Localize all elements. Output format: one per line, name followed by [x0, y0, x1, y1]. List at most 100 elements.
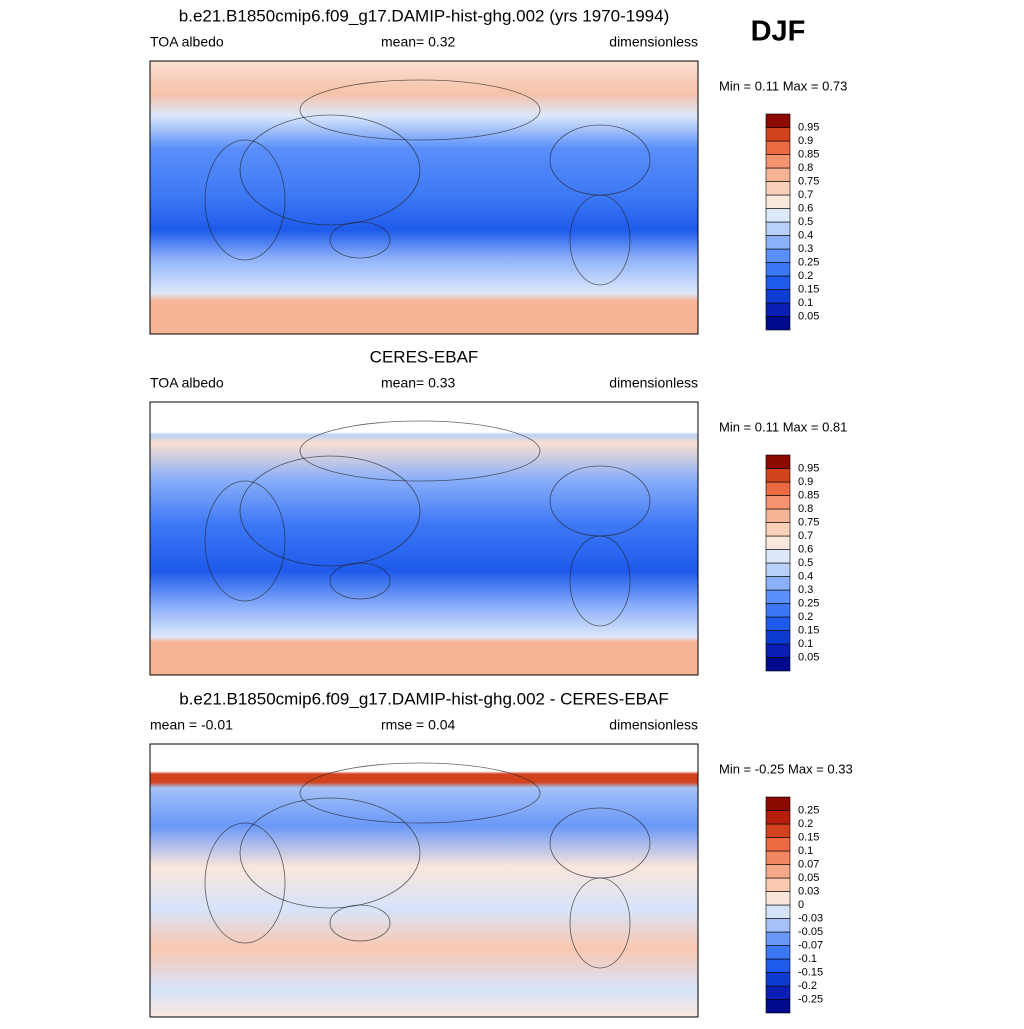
center-label: rmse = 0.04 [381, 717, 456, 733]
colorbar-box [765, 140, 791, 155]
colorbar-box [765, 931, 791, 946]
colorbar-label: -0.2 [798, 980, 817, 992]
colorbar-box [765, 113, 791, 128]
colorbar-box [765, 796, 791, 811]
colorbar-box [765, 154, 791, 169]
colorbar-box [765, 275, 791, 290]
colorbar-box [765, 891, 791, 906]
colorbar-box [765, 972, 791, 987]
colorbar-label: 0.9 [798, 135, 813, 147]
land-outline [299, 79, 541, 141]
map [149, 401, 699, 676]
colorbar-box [765, 181, 791, 196]
colorbar-box [765, 603, 791, 618]
land-outline [239, 797, 421, 909]
colorbar-box [765, 468, 791, 483]
colorbar-box [765, 823, 791, 838]
panel-title: b.e21.B1850cmip6.f09_g17.DAMIP-hist-ghg.… [179, 6, 669, 25]
land-outline [204, 822, 286, 944]
colorbar-box [765, 562, 791, 577]
colorbar-box [765, 262, 791, 277]
colorbar-box [765, 576, 791, 591]
colorbar-label: 0.7 [798, 189, 813, 201]
land-outline [204, 480, 286, 602]
colorbar-label: 0.3 [798, 243, 813, 255]
colorbar-label: 0.5 [798, 216, 813, 228]
center-label: mean= 0.33 [381, 375, 456, 391]
colorbar-label: 0.1 [798, 297, 813, 309]
colorbar-label: 0.2 [798, 611, 813, 623]
colorbar-label: 0.25 [798, 256, 819, 268]
land-outline [299, 762, 541, 824]
colorbar-label: 0.75 [798, 175, 819, 187]
colorbar-label: 0.1 [798, 845, 813, 857]
colorbar-label: 0 [798, 899, 804, 911]
colorbar-box [765, 508, 791, 523]
colorbar-box [765, 481, 791, 496]
right-label: dimensionless [609, 34, 698, 50]
colorbar-label: 0.05 [798, 872, 819, 884]
right-label: dimensionless [609, 375, 698, 391]
colorbar-box [765, 248, 791, 263]
colorbar-box [765, 864, 791, 879]
colorbar-box [765, 643, 791, 658]
min-max: Min = 0.11 Max = 0.81 [719, 419, 847, 434]
colorbar-box [765, 999, 791, 1014]
colorbar-box [765, 208, 791, 223]
land-outline [329, 221, 391, 259]
colorbar-box [765, 302, 791, 317]
colorbar-label: 0.25 [798, 804, 819, 816]
center-label: mean= 0.32 [381, 34, 456, 50]
colorbar-label: 0.7 [798, 530, 813, 542]
colorbar-label: 0.15 [798, 831, 819, 843]
colorbar-box [765, 127, 791, 142]
land-outline [569, 877, 631, 969]
colorbar-label: 0.25 [798, 597, 819, 609]
min-max: Min = 0.11 Max = 0.73 [719, 78, 847, 93]
colorbar-box [765, 194, 791, 209]
colorbar-label: 0.85 [798, 489, 819, 501]
land-outline [569, 194, 631, 286]
left-label: mean = -0.01 [150, 717, 233, 733]
colorbar-box [765, 616, 791, 631]
right-label: dimensionless [609, 717, 698, 733]
colorbar-label: 0.4 [798, 229, 813, 241]
colorbar-box [765, 221, 791, 236]
colorbar-label: -0.1 [798, 953, 817, 965]
colorbar-label: -0.25 [798, 993, 823, 1005]
colorbar-box [765, 850, 791, 865]
colorbar-box [765, 495, 791, 510]
colorbar-label: 0.85 [798, 148, 819, 160]
land-outline [329, 562, 391, 600]
colorbar-box [765, 549, 791, 564]
colorbar-label: -0.15 [798, 966, 823, 978]
colorbar-box [765, 167, 791, 182]
colorbar-box [765, 985, 791, 1000]
land-outline [204, 139, 286, 261]
colorbar-label: 0.95 [798, 121, 819, 133]
colorbar-box [765, 657, 791, 672]
colorbar-label: 0.6 [798, 543, 813, 555]
land-outline [239, 455, 421, 567]
colorbar-label: 0.75 [798, 516, 819, 528]
min-max: Min = -0.25 Max = 0.33 [719, 761, 853, 776]
colorbar-box [765, 945, 791, 960]
colorbar-box [765, 918, 791, 933]
colorbar-label: 0.5 [798, 557, 813, 569]
colorbar-label: 0.3 [798, 584, 813, 596]
colorbar-box [765, 454, 791, 469]
colorbar-box [765, 535, 791, 550]
colorbar-label: 0.05 [798, 310, 819, 322]
map [149, 60, 699, 335]
colorbar-label: 0.4 [798, 570, 813, 582]
colorbar-label: 0.07 [798, 858, 819, 870]
colorbar-label: 0.9 [798, 476, 813, 488]
colorbar-box [765, 958, 791, 973]
colorbar-label: 0.6 [798, 202, 813, 214]
colorbar-label: 0.1 [798, 638, 813, 650]
colorbar-box [765, 810, 791, 825]
colorbar-label: 0.2 [798, 818, 813, 830]
colorbar-label: 0.15 [798, 624, 819, 636]
land-outline [329, 904, 391, 942]
